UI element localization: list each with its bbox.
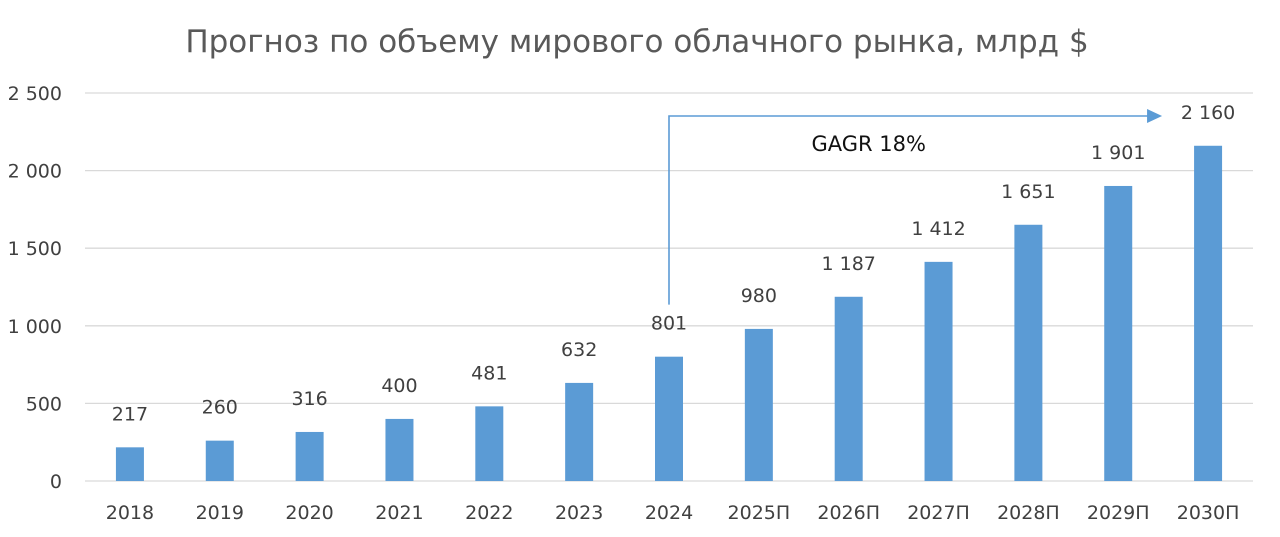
x-tick-label: 2025П (728, 502, 791, 524)
x-axis-ticks: 2018 2019 2020 2021 2022 2023 2024 2025П 2026П 20… (106, 502, 1240, 524)
bar (115, 447, 144, 481)
x-tick-label: 2027П (907, 502, 970, 524)
x-tick-label: 2024 (645, 502, 693, 524)
bar (744, 328, 773, 481)
y-tick-label: 1 500 (8, 238, 62, 260)
bar (1104, 185, 1133, 482)
bar (1194, 145, 1223, 481)
data-label: 1 412 (911, 218, 965, 240)
data-label: 316 (291, 388, 327, 410)
bar (565, 382, 594, 481)
data-label: 1 651 (1001, 181, 1055, 203)
cagr-arrow-line (668, 115, 1149, 305)
y-axis-ticks: 0 500 1 000 1 500 2 000 2 500 (8, 83, 62, 493)
cagr-arrow-head (1147, 109, 1163, 123)
data-label: 481 (471, 362, 507, 384)
x-tick-label: 2030П (1177, 502, 1240, 524)
y-tick-label: 2 000 (8, 161, 62, 183)
data-label: 1 187 (821, 253, 875, 275)
data-label: 217 (112, 403, 148, 425)
y-tick-label: 0 (50, 471, 62, 493)
chart-title: Прогноз по объему мирового облачного рын… (185, 24, 1088, 60)
x-tick-label: 2022 (465, 502, 513, 524)
y-tick-label: 500 (26, 393, 62, 415)
data-label: 400 (381, 375, 417, 397)
data-label: 801 (651, 313, 687, 335)
data-label: 632 (561, 339, 597, 361)
data-label: 2 160 (1181, 102, 1235, 124)
bar (205, 440, 234, 481)
bar (1014, 224, 1043, 481)
bar (295, 431, 324, 481)
bars (115, 145, 1223, 482)
x-tick-label: 2019 (196, 502, 244, 524)
bar (655, 356, 683, 481)
bar (385, 418, 414, 481)
data-label: 260 (202, 397, 238, 419)
data-label: 1 901 (1091, 142, 1145, 164)
bar (475, 406, 504, 481)
y-tick-label: 1 000 (8, 316, 62, 338)
bar (924, 261, 953, 481)
y-tick-label: 2 500 (8, 83, 62, 105)
x-tick-label: 2028П (997, 502, 1060, 524)
bar (834, 296, 863, 481)
cagr-label: GAGR 18% (811, 132, 926, 156)
x-tick-label: 2021 (375, 502, 423, 524)
x-tick-label: 2023 (555, 502, 603, 524)
x-tick-label: 2026П (817, 502, 880, 524)
x-tick-label: 2018 (106, 502, 154, 524)
data-labels: 217 260 316 400 481 632 801 980 1 187 1 412 1 651 1… (112, 102, 1235, 426)
data-label: 980 (741, 285, 777, 307)
cagr-annotation: GAGR 18% (668, 109, 1163, 305)
x-tick-label: 2020 (285, 502, 333, 524)
x-tick-label: 2029П (1087, 502, 1150, 524)
